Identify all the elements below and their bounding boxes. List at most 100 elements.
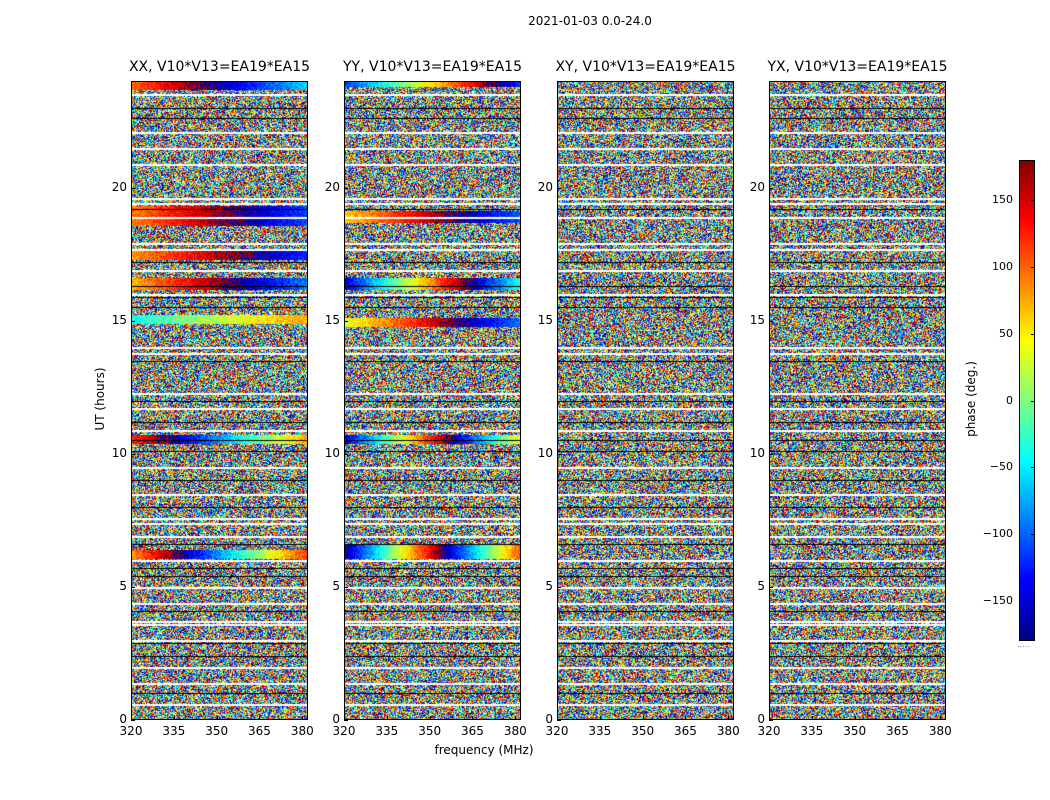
- y-axis-label: UT (hours): [93, 367, 107, 431]
- x-tick-mark: [769, 716, 770, 720]
- y-tick-mark: [557, 586, 561, 588]
- y-tick-label: 10: [324, 445, 340, 460]
- x-tick-mark: [429, 716, 431, 720]
- colorbar-tick-mark: [1031, 600, 1035, 602]
- x-tick-label: 335: [588, 724, 612, 738]
- y-tick-mark: [769, 720, 773, 721]
- y-tick-mark: [131, 720, 135, 721]
- x-tick-mark: [472, 716, 474, 720]
- x-tick-mark: [897, 716, 899, 720]
- x-tick-mark: [557, 716, 558, 720]
- y-tick-label: 10: [111, 445, 127, 460]
- colorbar-tick-label: 0: [1006, 393, 1013, 407]
- x-tick-label: 350: [843, 724, 867, 738]
- heatmap-xx: [131, 81, 308, 720]
- x-tick-label: 320: [545, 724, 569, 738]
- x-axis-label: frequency (MHz): [434, 743, 534, 757]
- y-tick-mark: [557, 720, 561, 721]
- x-tick-label: 350: [418, 724, 442, 738]
- y-tick-label: 15: [324, 312, 340, 327]
- figure-suptitle: 2021-01-03 0.0-24.0: [528, 14, 652, 28]
- y-tick-mark: [557, 320, 561, 322]
- colorbar-tick-mark: [1031, 400, 1035, 402]
- x-tick-mark: [344, 716, 345, 720]
- y-tick-label: 15: [111, 312, 127, 327]
- y-tick-label: 20: [537, 179, 553, 194]
- y-tick-label: 0: [119, 712, 127, 726]
- x-tick-label: 350: [631, 724, 655, 738]
- x-tick-label: 320: [757, 724, 781, 738]
- colorbar-tick-mark: [1031, 467, 1035, 469]
- y-tick-mark: [131, 586, 135, 588]
- y-tick-mark: [131, 320, 135, 322]
- x-tick-label: 380: [290, 724, 314, 738]
- colorbar-tick-label: −150: [982, 593, 1013, 607]
- heatmap-yx: [769, 81, 946, 720]
- colorbar-footer: .....: [1017, 640, 1030, 649]
- colorbar-tick-mark: [1031, 200, 1035, 202]
- x-tick-label: 335: [375, 724, 399, 738]
- y-tick-mark: [131, 453, 135, 455]
- x-tick-label: 380: [503, 724, 527, 738]
- y-tick-label: 15: [749, 312, 765, 327]
- y-tick-mark: [344, 586, 348, 588]
- y-tick-mark: [131, 187, 135, 189]
- x-tick-mark: [728, 716, 730, 720]
- panel-title-xx: XX, V10*V13=EA19*EA15: [128, 59, 311, 75]
- colorbar-tick-label: −100: [982, 527, 1013, 541]
- y-tick-mark: [769, 453, 773, 455]
- y-tick-mark: [769, 187, 773, 189]
- x-tick-label: 350: [205, 724, 229, 738]
- colorbar-tick-label: 50: [999, 326, 1013, 340]
- y-tick-mark: [557, 187, 561, 189]
- y-tick-mark: [557, 453, 561, 455]
- x-tick-mark: [386, 716, 388, 720]
- y-tick-label: 20: [749, 179, 765, 194]
- heatmap-yy: [344, 81, 521, 720]
- x-tick-label: 380: [716, 724, 740, 738]
- colorbar-tick-mark: [1031, 534, 1035, 536]
- y-tick-label: 10: [537, 445, 553, 460]
- y-tick-label: 15: [537, 312, 553, 327]
- panel-title-yy: YY, V10*V13=EA19*EA15: [343, 59, 522, 75]
- y-tick-label: 20: [324, 179, 340, 194]
- heatmap-xy: [557, 81, 734, 720]
- y-tick-mark: [344, 187, 348, 189]
- colorbar: [1019, 160, 1035, 641]
- colorbar-tick-mark: [1031, 333, 1035, 335]
- x-tick-label: 335: [162, 724, 186, 738]
- x-tick-label: 365: [886, 724, 909, 738]
- colorbar-tick-label: 100: [992, 259, 1013, 273]
- y-tick-label: 10: [749, 445, 765, 460]
- x-tick-label: 320: [332, 724, 356, 738]
- y-tick-label: 0: [545, 712, 553, 726]
- x-tick-mark: [216, 716, 218, 720]
- y-tick-mark: [344, 320, 348, 322]
- x-tick-mark: [642, 716, 644, 720]
- x-tick-mark: [854, 716, 856, 720]
- x-tick-mark: [685, 716, 687, 720]
- panel-title-xy: XY, V10*V13=EA19*EA15: [555, 59, 736, 75]
- x-tick-mark: [940, 716, 942, 720]
- y-tick-label: 0: [757, 712, 765, 726]
- x-tick-mark: [302, 716, 304, 720]
- panel-title-yx: YX, V10*V13=EA19*EA15: [767, 59, 948, 75]
- x-tick-mark: [599, 716, 601, 720]
- colorbar-tick-mark: [1031, 266, 1035, 268]
- y-tick-label: 5: [332, 578, 340, 593]
- x-tick-mark: [259, 716, 261, 720]
- y-tick-mark: [769, 320, 773, 322]
- y-tick-label: 5: [545, 578, 553, 593]
- y-tick-mark: [344, 453, 348, 455]
- x-tick-mark: [131, 716, 132, 720]
- y-tick-mark: [769, 586, 773, 588]
- colorbar-tick-label: −50: [989, 460, 1013, 474]
- x-tick-label: 365: [248, 724, 271, 738]
- x-tick-label: 365: [461, 724, 484, 738]
- colorbar-tick-label: 150: [992, 193, 1013, 207]
- x-tick-mark: [515, 716, 517, 720]
- x-tick-label: 320: [119, 724, 143, 738]
- y-tick-mark: [344, 720, 348, 721]
- y-tick-label: 5: [757, 578, 765, 593]
- y-tick-label: 5: [119, 578, 127, 593]
